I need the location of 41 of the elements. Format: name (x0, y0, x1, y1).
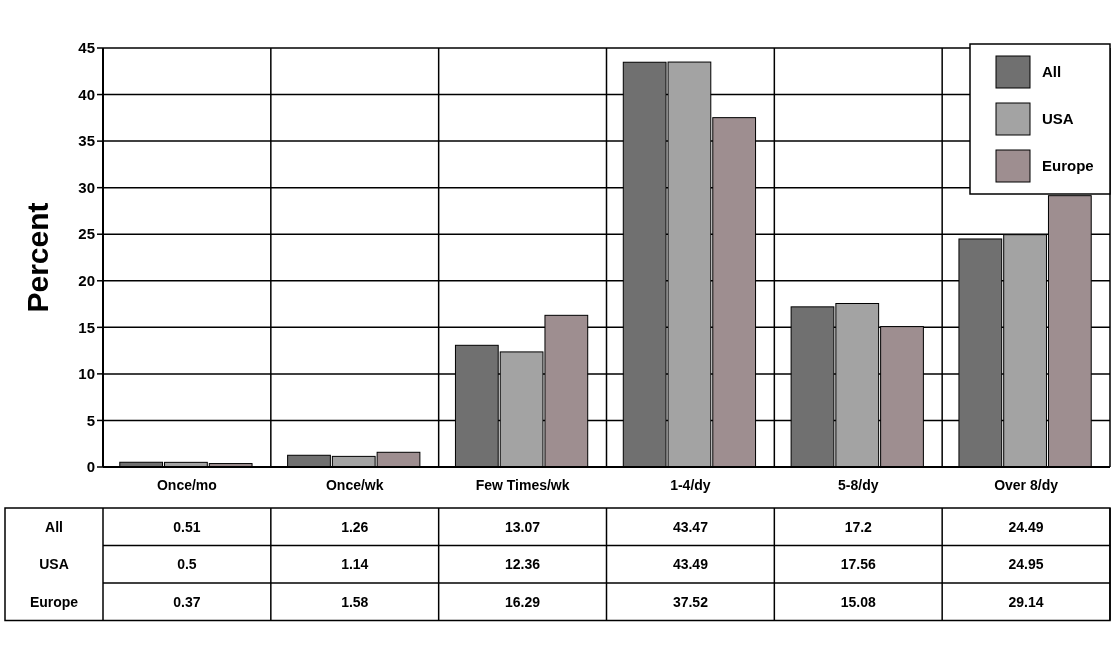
y-tick-label: 40 (78, 85, 95, 103)
y-tick-label: 35 (78, 132, 95, 150)
y-tick-label: 10 (78, 365, 95, 383)
data-label: 17.56 (840, 556, 876, 573)
data-label: 43.47 (672, 518, 709, 535)
x-tick-label: 1-4/dy (670, 477, 711, 493)
x-tick-label: Over 8/dy (994, 477, 1059, 493)
legend-label: USA (1042, 110, 1074, 128)
text: All (45, 518, 63, 535)
data-label: 43.49 (672, 556, 709, 573)
data-label: 13.07 (505, 518, 541, 535)
data-label: 12.36 (505, 556, 541, 573)
y-tick-label: 0 (86, 458, 95, 476)
x-tick-label: Few Times/wk (475, 477, 570, 493)
data-label: 1.58 (341, 593, 369, 610)
data-label: 0.51 (173, 518, 201, 535)
data-label: 24.95 (1008, 556, 1044, 573)
y-tick-label: 15 (78, 318, 95, 336)
data-label: 16.29 (505, 593, 541, 610)
y-axis-title: Percent (21, 202, 54, 313)
legend-label: Europe (1042, 157, 1094, 175)
x-tick-label: Once/wk (325, 477, 384, 493)
data-label: 24.49 (1008, 518, 1044, 535)
data-label: 15.08 (840, 593, 876, 610)
y-tick-label: 5 (86, 411, 95, 429)
data-label: 37.52 (672, 593, 709, 610)
text: Europe (29, 593, 79, 610)
text: USA (39, 556, 69, 573)
legend-label: All (1042, 63, 1062, 81)
data-label: 29.14 (1008, 593, 1044, 610)
data-label: 1.14 (341, 556, 369, 573)
x-tick-label: Once/mo (156, 477, 217, 493)
y-tick-label: 30 (78, 178, 95, 196)
data-label: 17.2 (844, 518, 873, 535)
data-label: 1.26 (341, 518, 369, 535)
data-label: 0.37 (173, 593, 201, 610)
y-tick-label: 25 (78, 225, 95, 243)
data-label: 0.5 (177, 556, 197, 573)
y-tick-label: 20 (78, 272, 95, 290)
x-tick-label: 5-8/dy (838, 477, 879, 493)
y-tick-label: 45 (78, 39, 95, 57)
